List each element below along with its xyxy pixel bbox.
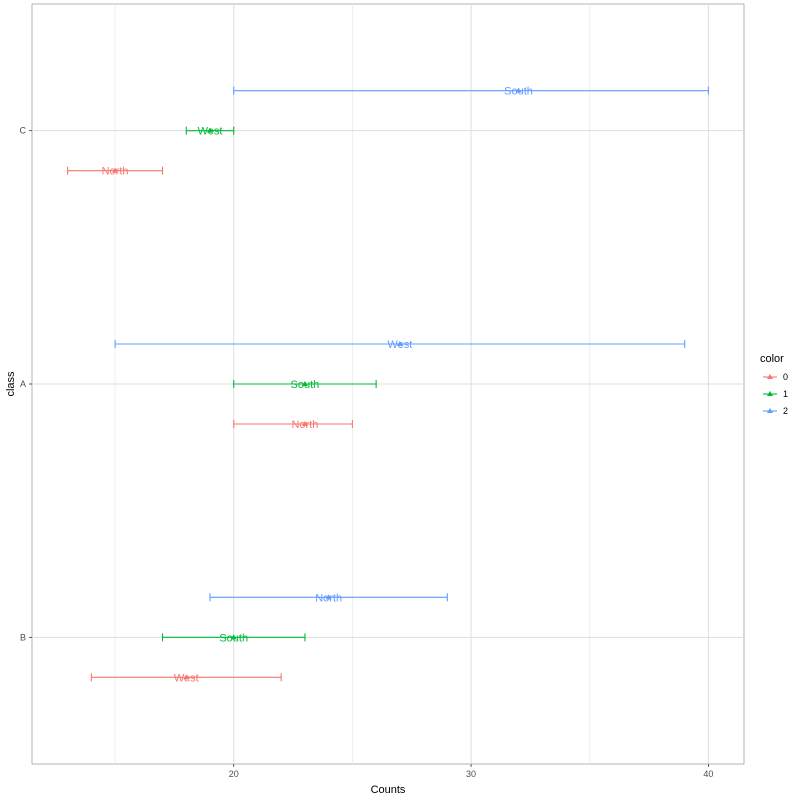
range-label: South bbox=[291, 379, 320, 391]
y-tick-label: A bbox=[20, 379, 26, 389]
range-label: West bbox=[387, 339, 412, 351]
axes: 20 30 40 B A C bbox=[20, 126, 714, 779]
x-axis-title: Counts bbox=[371, 784, 406, 796]
point-marker bbox=[207, 127, 213, 133]
range-labels: North North West West South South South West Nor… bbox=[102, 86, 533, 685]
point-marker bbox=[183, 674, 190, 680]
range-label: West bbox=[198, 126, 223, 138]
range-label: South bbox=[504, 86, 533, 98]
point-marker bbox=[325, 594, 332, 600]
error-bars bbox=[67, 86, 709, 682]
point-marker bbox=[230, 634, 237, 640]
point-marker bbox=[515, 87, 522, 93]
y-tick-label: B bbox=[20, 632, 26, 642]
range-label: West bbox=[174, 672, 199, 684]
x-tick-label: 40 bbox=[703, 769, 713, 779]
range-label: North bbox=[291, 419, 318, 431]
legend-label: 0 bbox=[783, 372, 788, 382]
point-marker bbox=[396, 341, 403, 346]
legend-key-marker bbox=[767, 408, 773, 413]
legend-label: 2 bbox=[783, 406, 788, 416]
point-marker bbox=[301, 421, 308, 426]
legend-label: 1 bbox=[783, 389, 788, 399]
x-tick-label: 30 bbox=[466, 769, 476, 779]
legend-title: color bbox=[760, 353, 784, 365]
y-axis-title: class bbox=[5, 371, 17, 397]
range-label: North bbox=[102, 166, 129, 178]
legend-key-marker bbox=[767, 391, 773, 396]
point-marker bbox=[112, 167, 119, 173]
range-label: North bbox=[315, 592, 342, 604]
x-tick-label: 20 bbox=[229, 769, 239, 779]
legend: color 0 1 2 bbox=[760, 353, 788, 416]
y-tick-label: C bbox=[20, 126, 27, 136]
point-marker bbox=[301, 381, 308, 386]
legend-key-marker bbox=[767, 374, 773, 379]
range-label: South bbox=[219, 632, 248, 644]
